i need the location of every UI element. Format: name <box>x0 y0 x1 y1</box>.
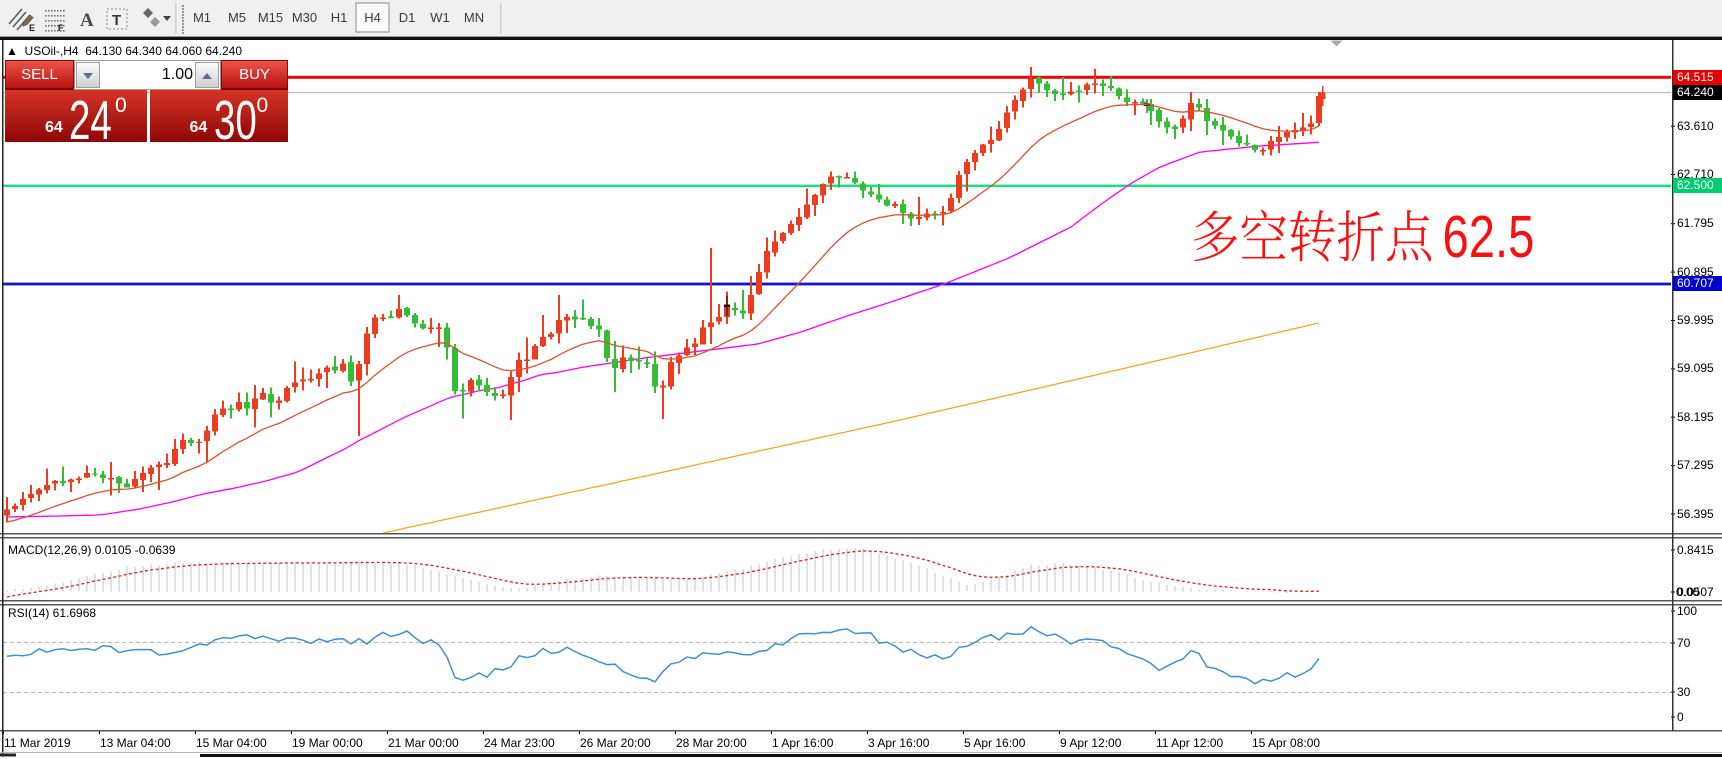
svg-text:62.5: 62.5 <box>1443 205 1535 270</box>
svg-text:F: F <box>58 23 64 33</box>
svg-text:T: T <box>112 12 121 29</box>
svg-text:E: E <box>29 23 35 33</box>
svg-text:A: A <box>80 10 94 31</box>
